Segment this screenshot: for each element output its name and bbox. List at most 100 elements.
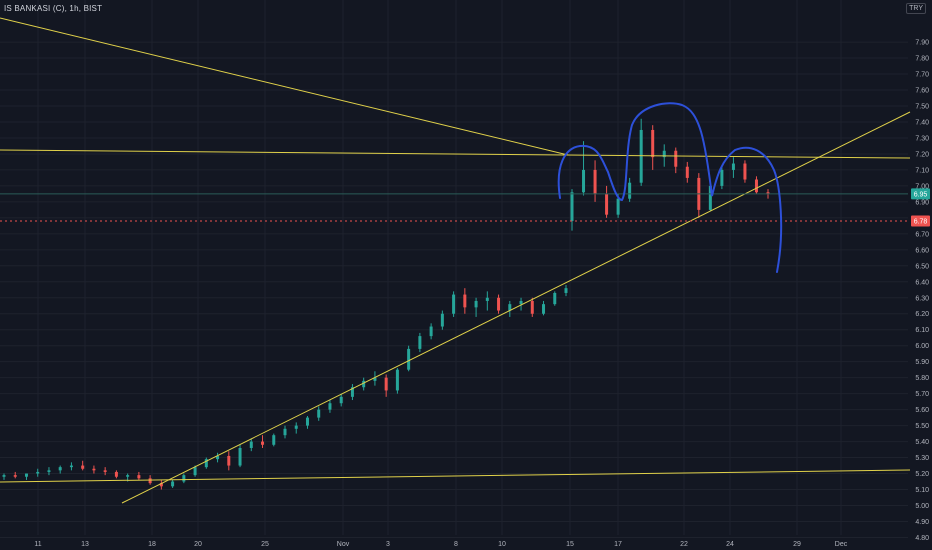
- candle-body: [593, 169, 597, 194]
- candle-body: [508, 304, 512, 311]
- time-tick-label: 10: [498, 541, 506, 548]
- time-tick-label: 13: [81, 541, 89, 548]
- candle-body: [384, 377, 388, 391]
- candle-body: [261, 441, 265, 445]
- time-tick-label: 22: [680, 541, 688, 548]
- candle-body: [137, 475, 141, 479]
- candle-body: [171, 481, 175, 487]
- candle-body: [373, 377, 377, 381]
- candle-body: [238, 447, 242, 466]
- candle-body: [103, 470, 107, 472]
- candle-body: [126, 475, 130, 477]
- price-tick-label: 7.90: [915, 40, 929, 47]
- candle-body: [216, 455, 220, 460]
- candle-body: [36, 471, 40, 474]
- price-tick-label: 5.50: [915, 423, 929, 430]
- candle-body: [429, 326, 433, 337]
- candle-body: [731, 163, 735, 170]
- head-and-shoulders-drawing: [557, 102, 783, 273]
- candle-body: [13, 475, 17, 477]
- price-tick-label: 6.40: [915, 279, 929, 286]
- time-tick-label: 20: [194, 541, 202, 548]
- time-axis[interactable]: 11 13 18 20 25 Nov 3 8 10 15 17 22 24 29 Dec: [34, 541, 847, 548]
- candle-body: [418, 336, 422, 349]
- candle-body: [249, 441, 253, 448]
- candle-body: [159, 483, 163, 487]
- price-tick-label: 6.10: [915, 327, 929, 334]
- candle-body: [58, 467, 62, 471]
- candle-body: [339, 396, 343, 404]
- price-tick-label: 6.20: [915, 311, 929, 318]
- candle-body: [582, 169, 586, 193]
- candle-body: [272, 435, 276, 445]
- candle-body: [114, 471, 118, 477]
- last-price-tag: 6.95: [914, 191, 928, 198]
- price-tick-label: 6.70: [915, 231, 929, 238]
- candle-body: [283, 428, 287, 436]
- time-tick-label: 18: [148, 541, 156, 548]
- candle-body: [639, 129, 643, 183]
- price-tick-label: 7.40: [915, 119, 929, 126]
- price-tick-label: 6.90: [915, 199, 929, 206]
- candle-body: [440, 313, 444, 327]
- candle-body: [708, 185, 712, 210]
- candle-body: [2, 475, 6, 477]
- price-tick-label: 7.70: [915, 72, 929, 79]
- price-tick-label: 7.80: [915, 56, 929, 63]
- price-tick-label: 4.90: [915, 519, 929, 526]
- candle-body: [182, 475, 186, 482]
- price-tick-label: 5.20: [915, 471, 929, 478]
- price-tick-label: 7.00: [915, 183, 929, 190]
- time-tick-label: 3: [386, 541, 390, 548]
- candles: [2, 118, 770, 490]
- time-tick-label: 11: [34, 541, 41, 548]
- time-tick-label: 15: [566, 541, 574, 548]
- candle-body: [570, 192, 574, 222]
- candle-body: [530, 300, 534, 314]
- candle-body: [227, 455, 231, 466]
- price-tick-label: 5.80: [915, 375, 929, 382]
- candle-body: [542, 304, 546, 314]
- candle-body: [204, 459, 208, 468]
- alert-price-tag-bg: [911, 215, 930, 227]
- price-tick-label: 4.80: [915, 535, 929, 542]
- candle-body: [519, 300, 523, 305]
- candle-body: [662, 150, 666, 158]
- candle-body: [47, 470, 51, 472]
- drawings: [0, 17, 911, 504]
- price-tick-label: 5.70: [915, 391, 929, 398]
- time-tick-label: 8: [454, 541, 458, 548]
- candle-body: [564, 288, 568, 293]
- candle-body: [754, 179, 758, 193]
- candle-body: [463, 294, 467, 308]
- price-tick-label: 6.30: [915, 295, 929, 302]
- candle-body: [674, 150, 678, 167]
- candle-body: [193, 467, 197, 476]
- candle-body: [395, 369, 399, 391]
- candle-body: [69, 465, 73, 468]
- candle-body: [743, 163, 747, 180]
- time-tick-label: 29: [793, 541, 801, 548]
- candle-body: [81, 465, 85, 469]
- price-tick-label: 7.30: [915, 135, 929, 142]
- ascending-trendline: [121, 111, 911, 504]
- candle-body: [685, 166, 689, 178]
- descending-trendline: [0, 17, 569, 156]
- time-tick-label: Dec: [835, 541, 848, 548]
- price-tick-label: 5.40: [915, 439, 929, 446]
- currency-badge[interactable]: TRY: [906, 3, 926, 14]
- candle-body: [474, 300, 478, 308]
- price-tick-label: 7.10: [915, 167, 929, 174]
- candle-body: [452, 294, 456, 314]
- price-axis[interactable]: 4.80 4.90 5.00 5.10 5.20 5.30 5.40 5.50 5.60 5.70…: [911, 40, 930, 542]
- candle-body: [720, 169, 724, 186]
- price-tick-label: 5.10: [915, 487, 929, 494]
- candle-body: [305, 417, 309, 426]
- symbol-legend: IS BANKASI (C), 1h, BIST: [4, 4, 103, 13]
- price-tick-label: 7.60: [915, 88, 929, 95]
- time-tick-label: 25: [261, 541, 269, 548]
- price-tick-label: 6.60: [915, 247, 929, 254]
- price-tick-label: 7.20: [915, 151, 929, 158]
- time-tick-label: 17: [614, 541, 622, 548]
